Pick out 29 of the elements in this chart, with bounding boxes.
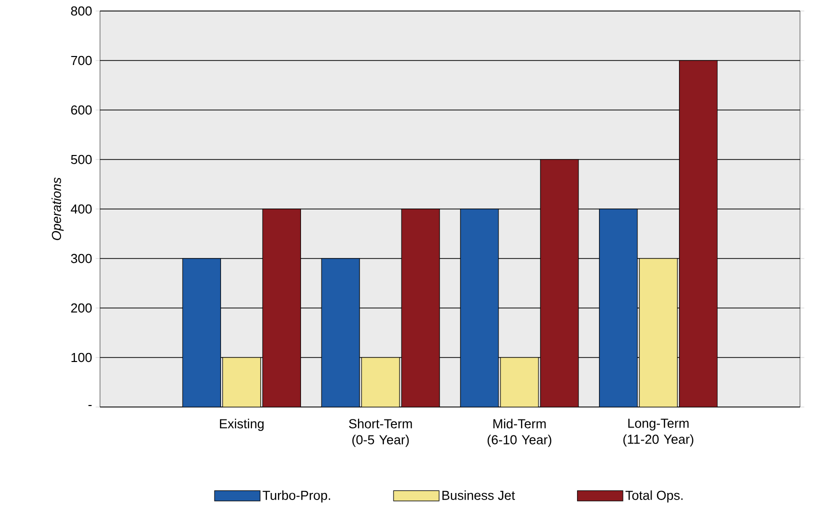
y-tick-label: 200: [71, 303, 92, 313]
y-axis-title: Operations: [52, 177, 64, 240]
bar: [262, 209, 301, 407]
y-tick-label: 300: [71, 254, 92, 264]
bar: [679, 60, 718, 407]
y-tick-label: 100: [72, 352, 92, 362]
bar: [222, 358, 261, 407]
bar: [402, 209, 440, 407]
bar: [599, 208, 638, 407]
legend-label: Business Jet: [442, 490, 515, 500]
x-tick-label: Long-Term (11-20 Year): [623, 418, 694, 446]
y-tick-label: -: [88, 405, 92, 406]
bar: [639, 258, 678, 407]
x-tick-label: Short-Term (0-5 Year): [349, 418, 412, 447]
bar: [182, 258, 221, 407]
x-tick-label: Mid-Term (6-10 Year): [488, 418, 552, 447]
y-tick-label: 800: [71, 6, 92, 16]
x-tick-label: Existing: [220, 418, 264, 431]
y-tick-label: 700: [71, 56, 92, 66]
bar: [460, 209, 498, 407]
bar: [322, 258, 360, 407]
y-tick-label: 400: [70, 204, 92, 214]
legend-label: Total Ops.: [626, 490, 683, 503]
bar: [540, 160, 578, 407]
y-tick-label: 600: [71, 105, 92, 115]
bar: [500, 358, 538, 407]
bar: [362, 358, 400, 407]
y-tick-label: 500: [71, 154, 92, 164]
legend-label: Turbo-Prop.: [262, 490, 330, 503]
